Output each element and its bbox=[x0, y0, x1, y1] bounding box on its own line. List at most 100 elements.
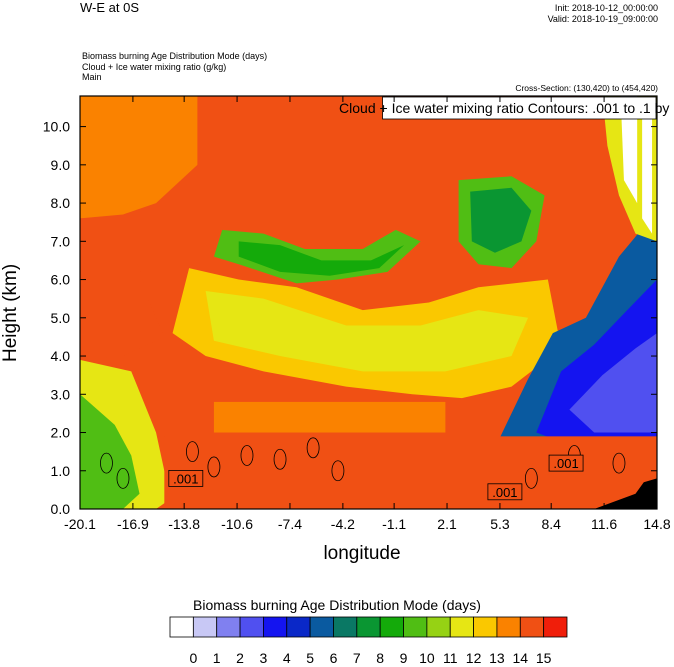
x-tick-label: 8.4 bbox=[541, 516, 561, 532]
contour-line bbox=[524, 468, 538, 489]
contour-label: .001 bbox=[553, 456, 578, 471]
y-tick-label: 1.0 bbox=[51, 463, 71, 479]
colorbar-swatch bbox=[473, 616, 498, 638]
x-tick-label: -7.4 bbox=[278, 516, 302, 532]
y-tick-label: 4.0 bbox=[51, 348, 71, 364]
colorbar-label: 4 bbox=[283, 650, 291, 666]
contour-label-box bbox=[548, 454, 584, 472]
heatmap-region bbox=[80, 218, 165, 360]
heatmap-region bbox=[238, 241, 405, 276]
colorbar-swatch bbox=[333, 616, 358, 638]
x-tick-label: -16.9 bbox=[117, 516, 149, 532]
colorbar-label: 8 bbox=[376, 650, 384, 666]
colorbar-swatch bbox=[356, 616, 381, 638]
colorbar-swatch bbox=[192, 616, 218, 638]
x-tick-label: 14.8 bbox=[643, 516, 670, 532]
colorbar-swatch bbox=[403, 616, 428, 638]
x-tick-label: -10.6 bbox=[221, 516, 253, 532]
contour-line bbox=[273, 448, 287, 470]
colorbar-label: 13 bbox=[489, 650, 505, 666]
colorbar-label: 5 bbox=[306, 650, 314, 666]
colorbar-label: 9 bbox=[400, 650, 408, 666]
terrain bbox=[594, 478, 657, 509]
colorbar-swatch bbox=[239, 616, 264, 638]
y-axis-label: Height (km) bbox=[0, 263, 21, 362]
contour-annotation-box bbox=[382, 96, 657, 120]
colorbar-swatch bbox=[543, 616, 568, 638]
x-tick-label: 5.3 bbox=[490, 516, 510, 532]
plot-title: W-E at 0S bbox=[80, 0, 140, 15]
region-mid-band bbox=[213, 229, 421, 284]
contour-label-box bbox=[487, 483, 523, 501]
colorbar-swatch bbox=[379, 616, 404, 638]
field-line-1: Biomass burning Age Distribution Mode (d… bbox=[82, 51, 268, 61]
heatmap-region bbox=[569, 333, 657, 433]
colorbar-swatch bbox=[519, 616, 545, 638]
contour-line bbox=[331, 460, 345, 482]
field-description: Biomass burning Age Distribution Mode (d… bbox=[82, 51, 267, 83]
contour-line bbox=[612, 452, 626, 474]
plot-frame bbox=[79, 95, 658, 510]
contour-line bbox=[207, 456, 221, 478]
colorbar-label: 11 bbox=[443, 650, 458, 666]
contour-annotation: Cloud + Ice water mixing ratio Contours:… bbox=[339, 100, 674, 116]
x-tick-label: 2.1 bbox=[437, 516, 457, 532]
colorbar-title: Biomass burning Age Distribution Mode (d… bbox=[193, 597, 481, 613]
colorbar-swatch bbox=[216, 616, 241, 638]
cross-section-label: Cross-Section: (130,420) to (454,420) bbox=[515, 83, 658, 93]
colorbar-swatch bbox=[169, 616, 194, 638]
x-tick-label: 11.6 bbox=[591, 516, 617, 532]
contour-line bbox=[100, 452, 113, 474]
heatmap-region bbox=[642, 118, 653, 234]
contour-label-box bbox=[168, 470, 204, 487]
contour-line bbox=[116, 468, 130, 489]
colorbar-label: 2 bbox=[236, 650, 244, 666]
colorbar-label: 14 bbox=[513, 650, 529, 666]
x-tick-label: -13.8 bbox=[168, 516, 200, 532]
contour-label: .001 bbox=[492, 485, 517, 500]
colorbar-swatch bbox=[286, 616, 311, 638]
colorbar-swatch bbox=[309, 616, 334, 638]
init-time: Init: 2018-10-12_00:00:00 bbox=[554, 3, 658, 13]
colorbar-label: 1 bbox=[213, 650, 221, 666]
y-tick-label: 2.0 bbox=[51, 425, 71, 441]
colorbar-label: 6 bbox=[330, 650, 338, 666]
contour-line bbox=[306, 437, 320, 459]
colorbar-label: 15 bbox=[536, 650, 552, 666]
heatmap-cell bbox=[213, 401, 446, 433]
x-tick-label: -20.1 bbox=[64, 516, 96, 532]
x-axis-label: longitude bbox=[323, 543, 401, 564]
y-tick-label: 5.0 bbox=[51, 310, 71, 326]
y-tick-label: 3.0 bbox=[51, 386, 71, 402]
y-tick-label: 0.0 bbox=[51, 501, 71, 517]
colorbar-label: 12 bbox=[466, 650, 482, 666]
y-tick-label: 6.0 bbox=[51, 272, 71, 288]
colorbar-swatch bbox=[449, 616, 474, 638]
heatmap-region bbox=[205, 291, 529, 372]
x-tick-label: -1.1 bbox=[382, 516, 406, 532]
region-white-patch bbox=[620, 96, 638, 204]
contour-line bbox=[186, 441, 199, 463]
region-upper-left bbox=[80, 96, 198, 219]
field-line-3: Main bbox=[82, 72, 102, 82]
contour-line bbox=[240, 445, 254, 466]
colorbar-label: 7 bbox=[353, 650, 361, 666]
y-tick-label: 9.0 bbox=[51, 157, 71, 173]
colorbar-label: 0 bbox=[189, 650, 197, 666]
colorbar-label: 3 bbox=[260, 650, 268, 666]
colorbar-swatch bbox=[263, 616, 288, 638]
region-boundary-layer bbox=[164, 436, 657, 509]
valid-time: Valid: 2018-10-19_09:00:00 bbox=[547, 14, 658, 24]
colorbar-swatch bbox=[426, 616, 451, 638]
y-tick-label: 8.0 bbox=[51, 195, 71, 211]
contour-label: .001 bbox=[173, 471, 198, 486]
y-tick-label: 10.0 bbox=[43, 119, 70, 135]
heatmap-region bbox=[470, 187, 532, 253]
y-tick-label: 7.0 bbox=[51, 233, 71, 249]
x-tick-label: -4.2 bbox=[331, 516, 355, 532]
colorbar-swatch bbox=[496, 616, 521, 638]
colorbar-label: 10 bbox=[419, 650, 435, 666]
heatmap-region bbox=[80, 394, 140, 509]
time-info: Init: 2018-10-12_00:00:00 Valid: 2018-10… bbox=[548, 3, 658, 25]
